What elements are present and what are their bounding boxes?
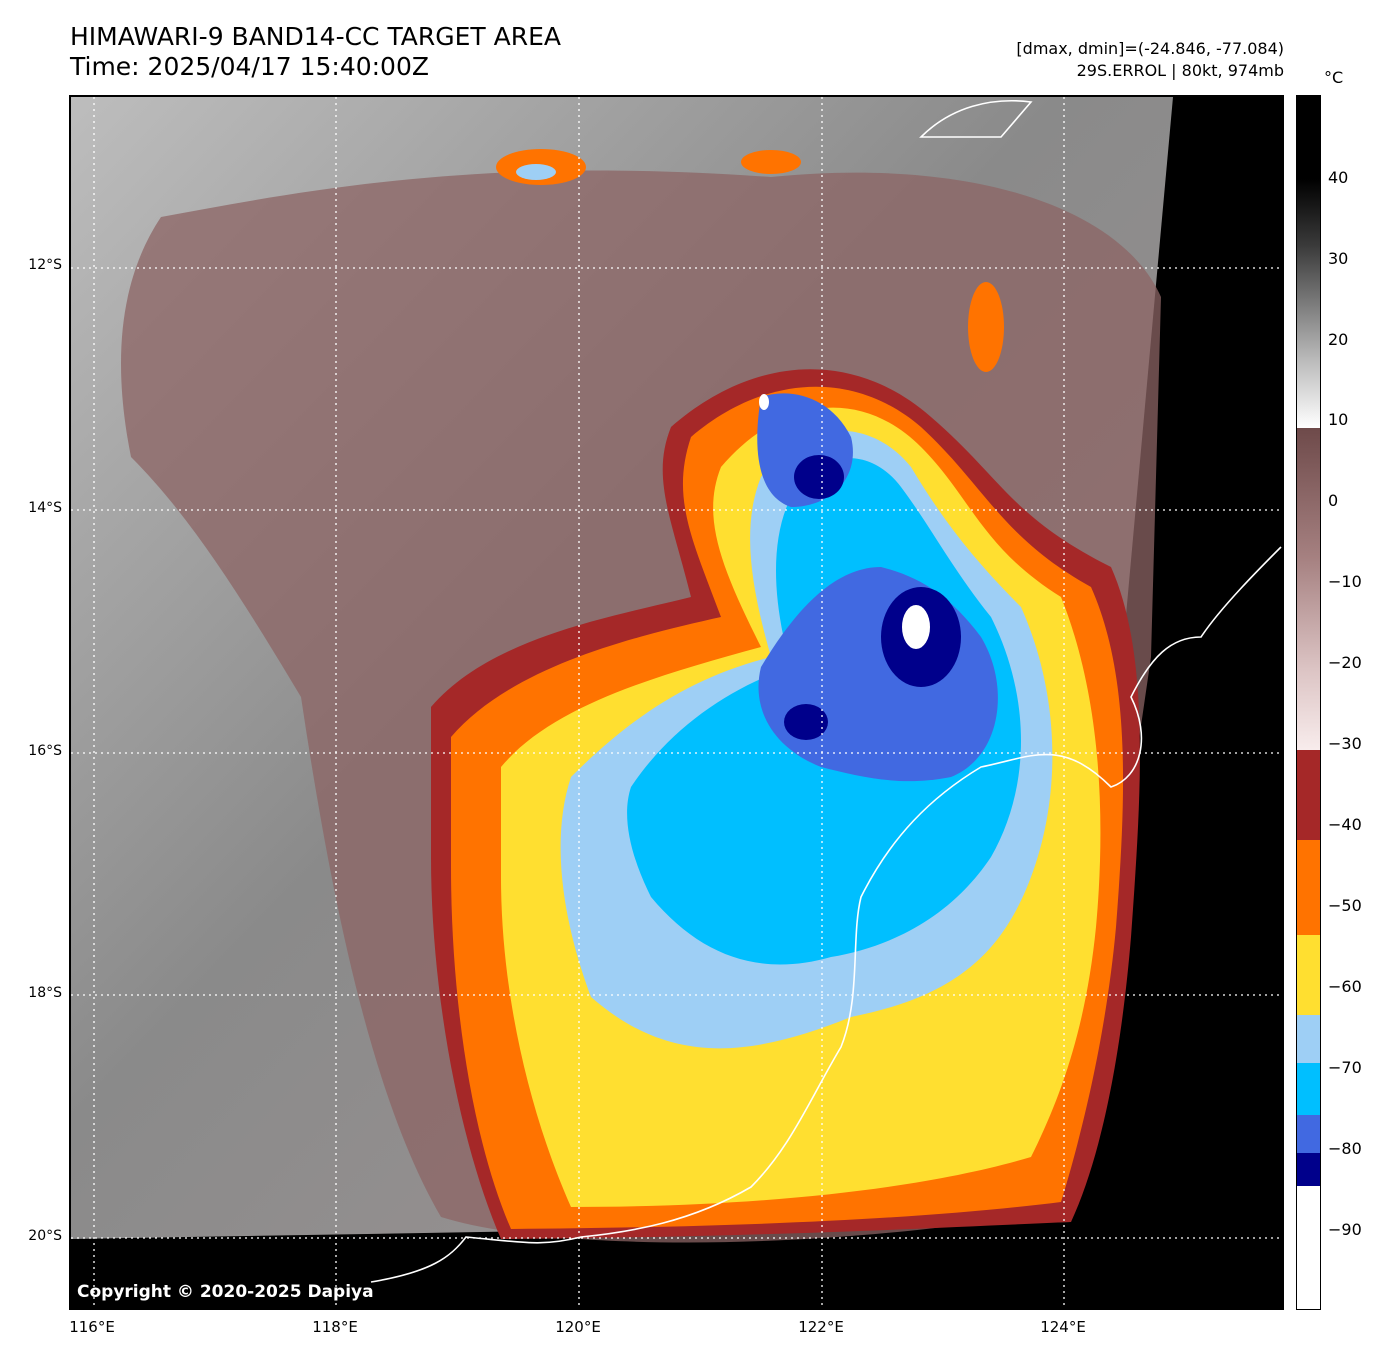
colorbar-deepsky-segment (1297, 1063, 1320, 1115)
colorbar-tick-20: 20 (1328, 330, 1349, 349)
storm-info: [dmax, dmin]=(-24.846, -77.084) 29S.ERRO… (1016, 38, 1284, 82)
colorbar-tick-m80: −80 (1328, 1139, 1362, 1158)
lon-label-116e: 116°E (69, 1318, 115, 1336)
colorbar-brown-pink-segment (1297, 428, 1320, 750)
colorbar-tick-m90: −90 (1328, 1220, 1362, 1239)
coastline-north (919, 99, 1033, 138)
colorbar-tick-m10: −10 (1328, 572, 1362, 591)
colorbar-lightblue-segment (1297, 1015, 1320, 1063)
colorbar-white-segment (1297, 1186, 1320, 1309)
colorbar-yellow-segment (1297, 935, 1320, 1015)
storm-coldest-top (902, 605, 930, 649)
colorbar-royalblue-segment (1297, 1115, 1320, 1153)
colorbar-tick-0: 0 (1328, 491, 1339, 510)
storm-coldest-top-2 (759, 394, 769, 410)
cell-north-1-core (516, 164, 556, 180)
colorbar-tick-m60: −60 (1328, 977, 1362, 996)
colorbar-tick-10: 10 (1328, 410, 1349, 429)
title-line-1: HIMAWARI-9 BAND14-CC TARGET AREA (70, 22, 562, 51)
colorbar-tick-m50: −50 (1328, 896, 1362, 915)
lat-label-12s: 12°S (28, 257, 62, 273)
lon-label-124e: 124°E (1040, 1318, 1086, 1336)
title-line-2: Time: 2025/04/17 15:40:00Z (70, 52, 429, 81)
colorbar-unit: °C (1324, 68, 1344, 87)
colorbar-tick-m30: −30 (1328, 734, 1362, 753)
cell-east-1 (968, 282, 1004, 372)
lat-label-18s: 18°S (28, 985, 62, 1001)
lon-label-122e: 122°E (798, 1318, 844, 1336)
map-canvas (71, 97, 1282, 1308)
copyright-text: Copyright © 2020-2025 Dapiya (77, 1282, 374, 1302)
colorbar-tick-m20: −20 (1328, 653, 1362, 672)
graticule (71, 97, 1282, 1308)
storm-cold-cell-2 (784, 704, 828, 740)
lon-label-118e: 118°E (312, 1318, 358, 1336)
cell-north-2 (741, 150, 801, 174)
storm-cold-cell-3 (794, 455, 844, 499)
colorbar-darkred-segment (1297, 750, 1320, 840)
colorbar-tick-40: 40 (1328, 168, 1349, 187)
colorbar-navy-segment (1297, 1153, 1320, 1186)
colorbar-tick-30: 30 (1328, 249, 1349, 268)
lat-label-16s: 16°S (28, 743, 62, 759)
range-text: [dmax, dmin]=(-24.846, -77.084) (1016, 39, 1284, 58)
lat-label-20s: 20°S (28, 1228, 62, 1244)
storm-text: 29S.ERROL | 80kt, 974mb (1076, 61, 1284, 80)
colorbar-gray-segment (1297, 96, 1320, 428)
colorbar-tick-m40: −40 (1328, 815, 1362, 834)
satellite-map: Copyright © 2020-2025 Dapiya (69, 95, 1284, 1310)
colorbar-tick-m70: −70 (1328, 1058, 1362, 1077)
colorbar (1296, 95, 1321, 1310)
colorbar-orange-segment (1297, 840, 1320, 935)
lat-label-14s: 14°S (28, 500, 62, 516)
chart-title: HIMAWARI-9 BAND14-CC TARGET AREA Time: 2… (70, 22, 561, 82)
coastline (370, 546, 1282, 1283)
lon-label-120e: 120°E (555, 1318, 601, 1336)
